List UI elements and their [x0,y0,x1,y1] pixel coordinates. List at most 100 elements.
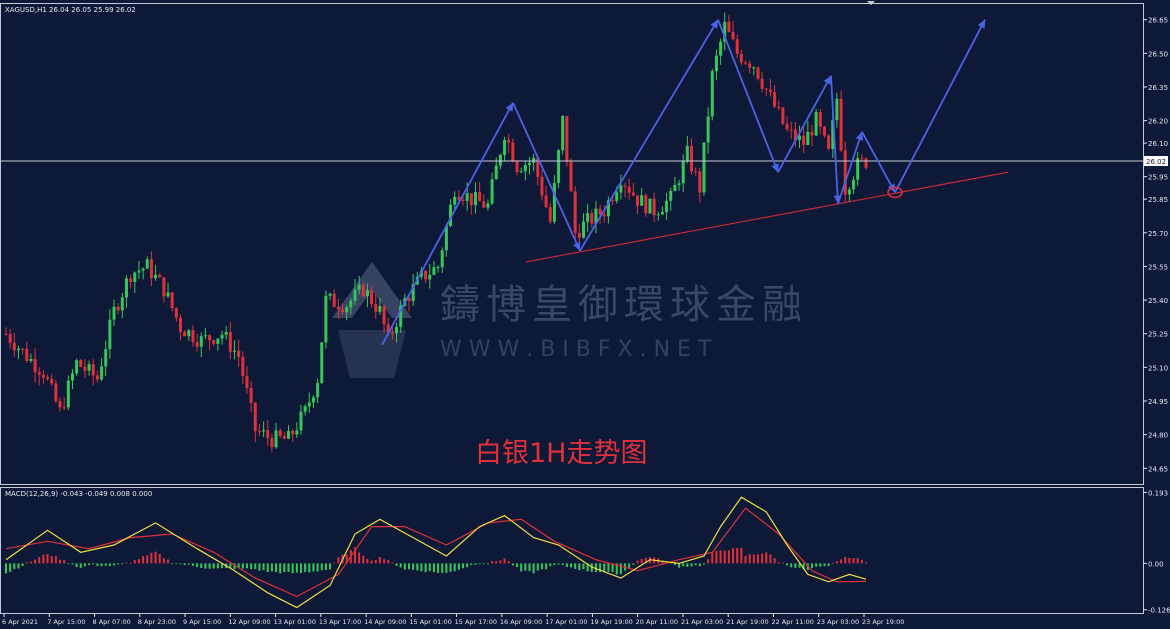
macd-pane [5,496,867,609]
candle-body [827,135,831,149]
candle-body [660,212,664,215]
price-tick-label: 25.95 [1148,174,1168,182]
candle-body [440,250,444,268]
candle-body [324,295,328,343]
analysis-overlay [381,19,1009,346]
candle-body [532,157,536,163]
macd-histogram-bar [329,563,332,570]
macd-histogram-bar [673,563,676,565]
candle-body [228,332,232,352]
candle-body [299,411,303,431]
candle-body [710,71,714,117]
zigzag-segment [777,75,832,173]
candle-body [386,324,390,333]
macd-histogram-bar [366,559,369,564]
candle-body [100,366,104,380]
candle-body [33,358,37,373]
candle-body [295,430,299,435]
macd-histogram-bar [258,563,261,571]
macd-histogram-bar [682,563,685,567]
candle-body [656,214,660,216]
macd-histogram-bar [221,563,224,569]
macd-histogram-bar [736,547,739,564]
candle-body [320,342,324,384]
macd-pane-frame [0,487,1144,614]
candle-body [465,193,469,201]
candle-body [370,290,374,305]
candle-body [158,274,162,278]
zigzag-arrowhead [573,241,581,251]
macd-histogram-bar [570,563,573,568]
macd-histogram-bar [565,563,568,568]
macd-histogram-bar [241,563,244,569]
candle-body [768,89,772,93]
macd-histogram-bar [270,563,273,572]
macd-histogram-bar [254,563,257,570]
candle-body [569,161,573,192]
candle-body [249,388,253,403]
candle-body [839,98,843,151]
candle-body [16,348,20,351]
macd-histogram-bar [34,559,37,564]
candle-body [183,331,187,337]
price-pane-frame [0,3,1144,485]
chart-shift-marker[interactable] [867,1,875,5]
candle-body [361,284,365,297]
candle-body [424,270,428,280]
macd-histogram-bar [802,563,805,570]
price-tick-label: 24.95 [1148,398,1168,406]
macd-histogram-bar [38,557,41,564]
candle-body [482,201,486,208]
macd-histogram-bar [21,563,24,566]
macd-histogram-bar [865,562,867,564]
candle-body [104,349,108,367]
support-trendline [525,171,1009,263]
macd-histogram-bar [727,550,730,564]
candle-body [581,221,585,238]
zigzag-segment [381,102,514,346]
candle-body [54,383,58,402]
candle-body [777,106,781,108]
macd-histogram-bar [798,563,801,568]
candle-body [702,142,706,193]
candle-body [748,63,752,68]
candle-body [336,306,340,310]
candle-body [303,406,307,412]
macd-histogram-bar [50,556,53,564]
macd-histogram-bar [113,563,116,566]
candle-body [490,179,494,204]
macd-histogram-bar [370,560,373,564]
price-tick-label: 26.35 [1148,84,1168,92]
macd-histogram-bar [661,561,664,564]
candle-body [611,200,615,202]
candle-body [436,267,440,269]
macd-histogram-bar [524,563,527,571]
candle-body [561,116,565,151]
candle-body [852,179,856,190]
candle-body [253,402,257,432]
macd-histogram-bar [5,563,7,574]
candle-body [785,123,789,130]
zigzag-arrowhead [855,131,864,141]
candle-body [278,430,282,436]
time-tick-label: 19 Apr 19:00 [590,618,632,626]
macd-histogram-bar [416,563,419,571]
macd-histogram-bar [129,562,132,564]
macd-histogram-bar [835,561,838,564]
macd-histogram-bar [474,563,477,565]
macd-histogram-bar [117,563,120,565]
candle-body [478,191,482,202]
candle-body [66,380,70,408]
macd-histogram-bar [137,559,140,564]
candle-body [673,184,677,192]
macd-histogram-bar [142,556,145,564]
candle-body [332,293,336,307]
candle-body [552,182,556,222]
macd-histogram-bar [540,563,543,570]
candle-body [407,298,411,301]
candle-body [511,142,515,162]
macd-histogram-bar [96,563,99,567]
macd-histogram-bar [212,563,215,569]
macd-histogram-bar [432,563,435,573]
macd-histogram-bar [732,548,735,564]
